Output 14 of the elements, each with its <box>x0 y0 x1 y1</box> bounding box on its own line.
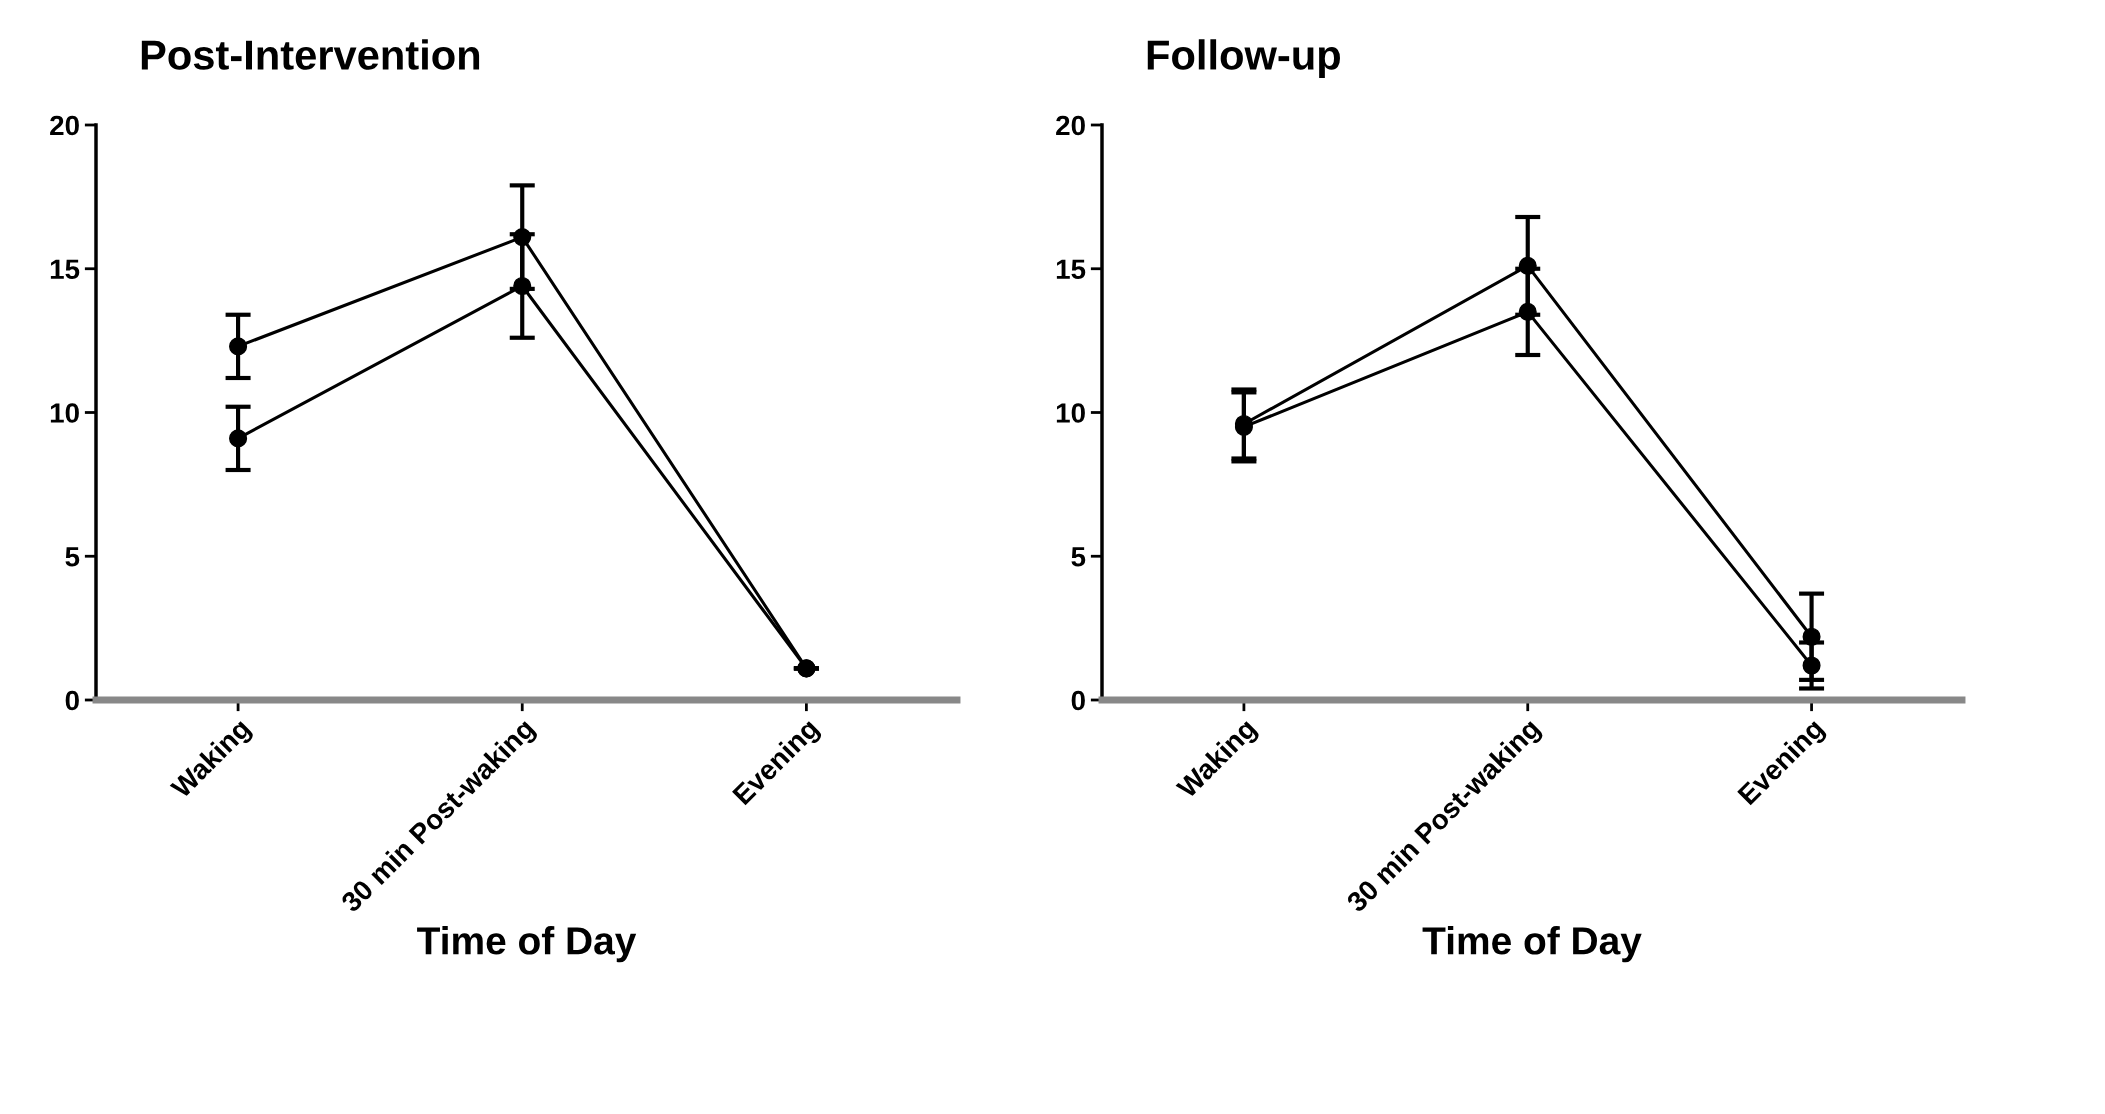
y-tick-label: 5 <box>1071 547 1086 567</box>
chart-title: Post-Intervention <box>141 39 480 70</box>
y-tick-label: 20 <box>50 115 79 136</box>
y-tick-label: 20 <box>1056 115 1085 136</box>
chart-title: Follow-up <box>1147 39 1340 79</box>
y-tick-label: 0 <box>1071 690 1085 711</box>
y-tick-label: 0 <box>65 690 79 711</box>
y-tick-label: 15 <box>1056 259 1086 280</box>
y-tick-label: 15 <box>50 259 80 280</box>
y-tick-label: 10 <box>50 403 79 423</box>
y-tick-label: 5 <box>65 547 80 567</box>
y-tick-label: 10 <box>1056 403 1085 423</box>
x-axis-title: Time of Day <box>1422 926 1642 963</box>
x-axis-title: Time of Day <box>417 926 637 963</box>
